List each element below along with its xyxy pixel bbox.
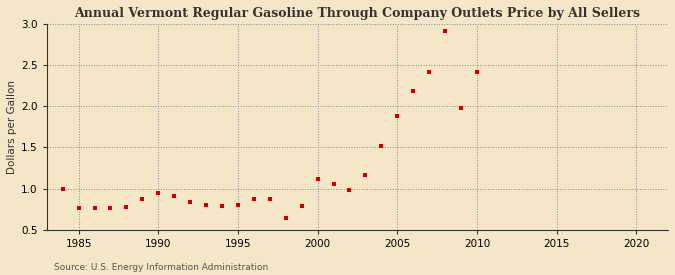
Text: Source: U.S. Energy Information Administration: Source: U.S. Energy Information Administ… xyxy=(54,263,268,272)
Y-axis label: Dollars per Gallon: Dollars per Gallon xyxy=(7,80,17,174)
Title: Annual Vermont Regular Gasoline Through Company Outlets Price by All Sellers: Annual Vermont Regular Gasoline Through … xyxy=(74,7,641,20)
